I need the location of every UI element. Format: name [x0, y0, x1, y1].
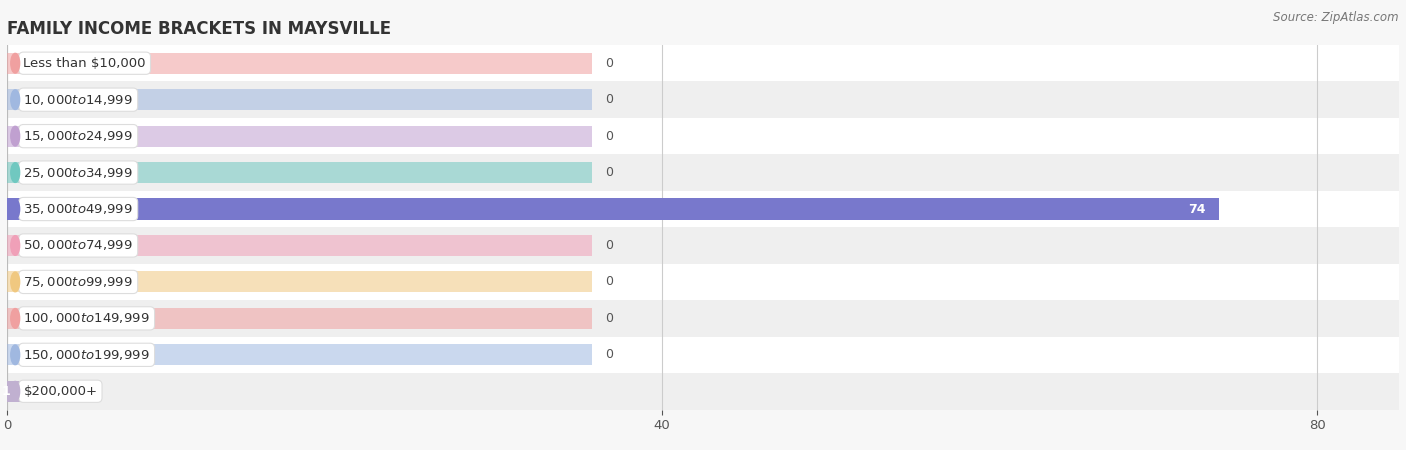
Circle shape [11, 90, 20, 109]
Text: 1: 1 [1, 385, 10, 398]
Circle shape [11, 199, 20, 219]
Bar [7, 235, 592, 256]
Text: 74: 74 [1188, 202, 1206, 216]
Text: 0: 0 [605, 275, 613, 288]
Bar [7, 337, 1399, 373]
Bar [7, 271, 592, 292]
Text: $10,000 to $14,999: $10,000 to $14,999 [24, 93, 134, 107]
Bar [7, 45, 1399, 81]
Bar [7, 53, 592, 74]
Text: $35,000 to $49,999: $35,000 to $49,999 [24, 202, 134, 216]
Text: 0: 0 [605, 57, 613, 70]
Text: $200,000+: $200,000+ [24, 385, 97, 398]
Bar [7, 191, 1399, 227]
Text: 0: 0 [605, 348, 613, 361]
Circle shape [11, 309, 20, 328]
Text: Less than $10,000: Less than $10,000 [24, 57, 146, 70]
Text: Source: ZipAtlas.com: Source: ZipAtlas.com [1274, 11, 1399, 24]
Bar [7, 89, 592, 110]
Circle shape [11, 272, 20, 292]
Text: FAMILY INCOME BRACKETS IN MAYSVILLE: FAMILY INCOME BRACKETS IN MAYSVILLE [7, 20, 391, 38]
Text: 0: 0 [605, 239, 613, 252]
Circle shape [11, 163, 20, 182]
Text: $75,000 to $99,999: $75,000 to $99,999 [24, 275, 134, 289]
Text: 0: 0 [605, 166, 613, 179]
Bar [7, 373, 1399, 410]
Text: 0: 0 [605, 312, 613, 325]
Circle shape [11, 236, 20, 255]
Circle shape [11, 126, 20, 146]
Text: 0: 0 [605, 93, 613, 106]
Bar [7, 381, 24, 402]
Circle shape [11, 54, 20, 73]
Bar [7, 308, 592, 329]
Bar [7, 118, 1399, 154]
Text: $25,000 to $34,999: $25,000 to $34,999 [24, 166, 134, 180]
Text: $150,000 to $199,999: $150,000 to $199,999 [24, 348, 150, 362]
Bar [7, 81, 1399, 118]
Text: 0: 0 [605, 130, 613, 143]
Bar [7, 198, 1219, 220]
Bar [7, 154, 1399, 191]
Bar [7, 300, 1399, 337]
Bar [7, 264, 1399, 300]
Circle shape [11, 382, 20, 401]
Bar [7, 227, 1399, 264]
Bar [7, 126, 592, 147]
Text: $15,000 to $24,999: $15,000 to $24,999 [24, 129, 134, 143]
Circle shape [11, 345, 20, 365]
Bar [7, 344, 592, 365]
Text: $50,000 to $74,999: $50,000 to $74,999 [24, 238, 134, 252]
Bar [7, 162, 592, 183]
Text: $100,000 to $149,999: $100,000 to $149,999 [24, 311, 150, 325]
